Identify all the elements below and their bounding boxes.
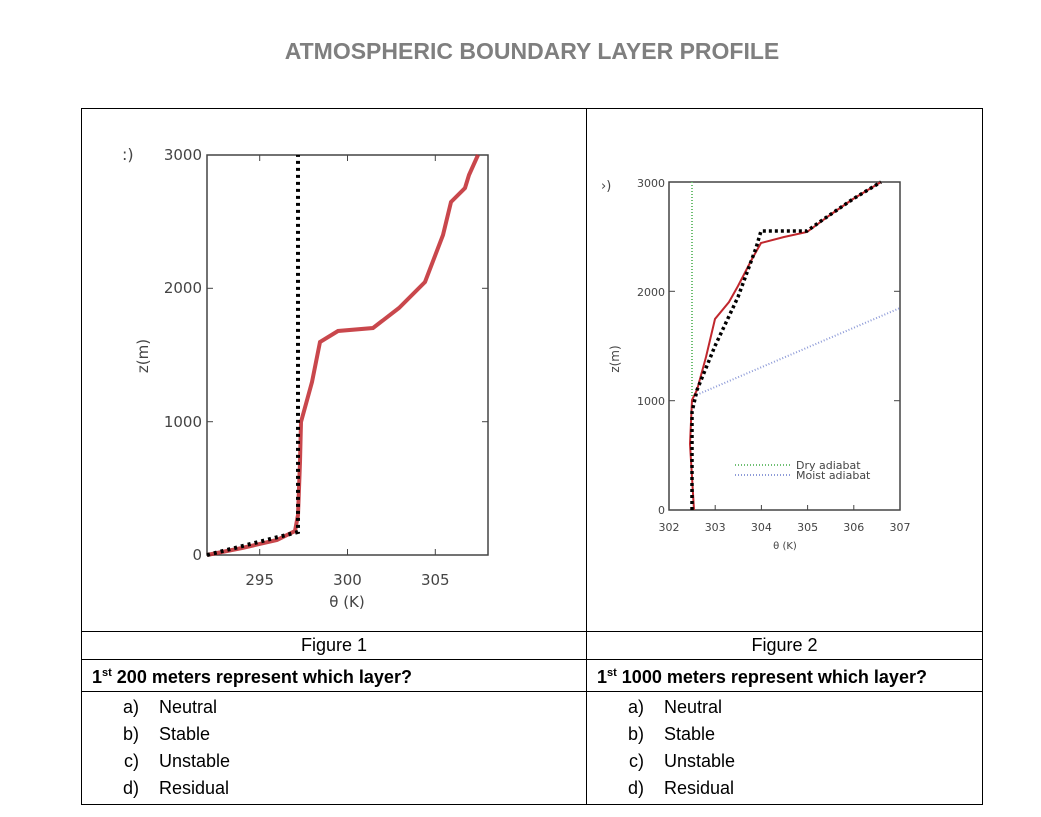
- y-tick: 0: [192, 546, 202, 564]
- y-tick: 2000: [164, 279, 202, 297]
- x-tick: 306: [843, 521, 864, 534]
- x-tick: 302: [659, 521, 680, 534]
- x-tick: 305: [797, 521, 818, 534]
- option-b[interactable]: b) Stable: [122, 724, 211, 744]
- x-axis-label: θ (K): [329, 593, 365, 611]
- page-title: ATMOSPHERIC BOUNDARY LAYER PROFILE: [284, 38, 780, 64]
- y-axis-label: z(m): [608, 345, 622, 372]
- x-tick: 305: [421, 571, 450, 589]
- figure-2-options: a) Neutral b) Stable c) Unstable d) Residual: [586, 691, 983, 805]
- y-axis-label: z(m): [134, 339, 152, 373]
- figure-2-chart: 0 1000 2000 3000 ›) 302 303 304 305 306 …: [601, 177, 911, 552]
- figure-1-cell: 0 1000 2000 3000 :) 295 300 305 θ (K) z(…: [81, 108, 587, 632]
- y-tick: 3000: [637, 177, 665, 190]
- x-tick: 295: [245, 571, 274, 589]
- y-tick: 1000: [637, 395, 665, 408]
- option-a[interactable]: a) Neutral: [122, 697, 218, 717]
- option-c[interactable]: c) Unstable: [629, 751, 736, 771]
- legend-moist-adiabat: Moist adiabat: [796, 469, 871, 482]
- figure-1-options: a) Neutral b) Stable c) Unstable d) Residual: [81, 691, 587, 805]
- question-table: 0 1000 2000 3000 :) 295 300 305 θ (K) z(…: [81, 108, 983, 805]
- option-c[interactable]: c) Unstable: [124, 751, 231, 771]
- figure-1-caption: Figure 1: [81, 631, 587, 660]
- figure-2-caption: Figure 2: [586, 631, 983, 660]
- y-tick: 3000: [164, 146, 202, 164]
- panel-tag: :): [122, 145, 134, 164]
- y-tick: 1000: [164, 413, 202, 431]
- figure-2-question: 1st 1000 meters represent which layer?: [586, 659, 983, 692]
- x-tick: 303: [705, 521, 726, 534]
- x-axis-label: θ (K): [773, 541, 797, 552]
- figure-1-question: 1st 200 meters represent which layer?: [81, 659, 587, 692]
- panel-tag: ›): [601, 179, 611, 194]
- option-d[interactable]: d) Residual: [122, 778, 230, 798]
- legend-dry-adiabat: Dry adiabat: [796, 459, 861, 472]
- figure-2-cell: 0 1000 2000 3000 ›) 302 303 304 305 306 …: [586, 108, 983, 632]
- option-b[interactable]: b) Stable: [627, 724, 716, 744]
- option-a[interactable]: a) Neutral: [627, 697, 723, 717]
- y-tick: 2000: [637, 286, 665, 299]
- x-tick: 304: [751, 521, 772, 534]
- figure-1-chart: 0 1000 2000 3000 :) 295 300 305 θ (K) z(…: [122, 145, 489, 611]
- y-tick: 0: [658, 504, 665, 517]
- x-tick: 307: [890, 521, 911, 534]
- option-d[interactable]: d) Residual: [627, 778, 735, 798]
- x-tick: 300: [333, 571, 362, 589]
